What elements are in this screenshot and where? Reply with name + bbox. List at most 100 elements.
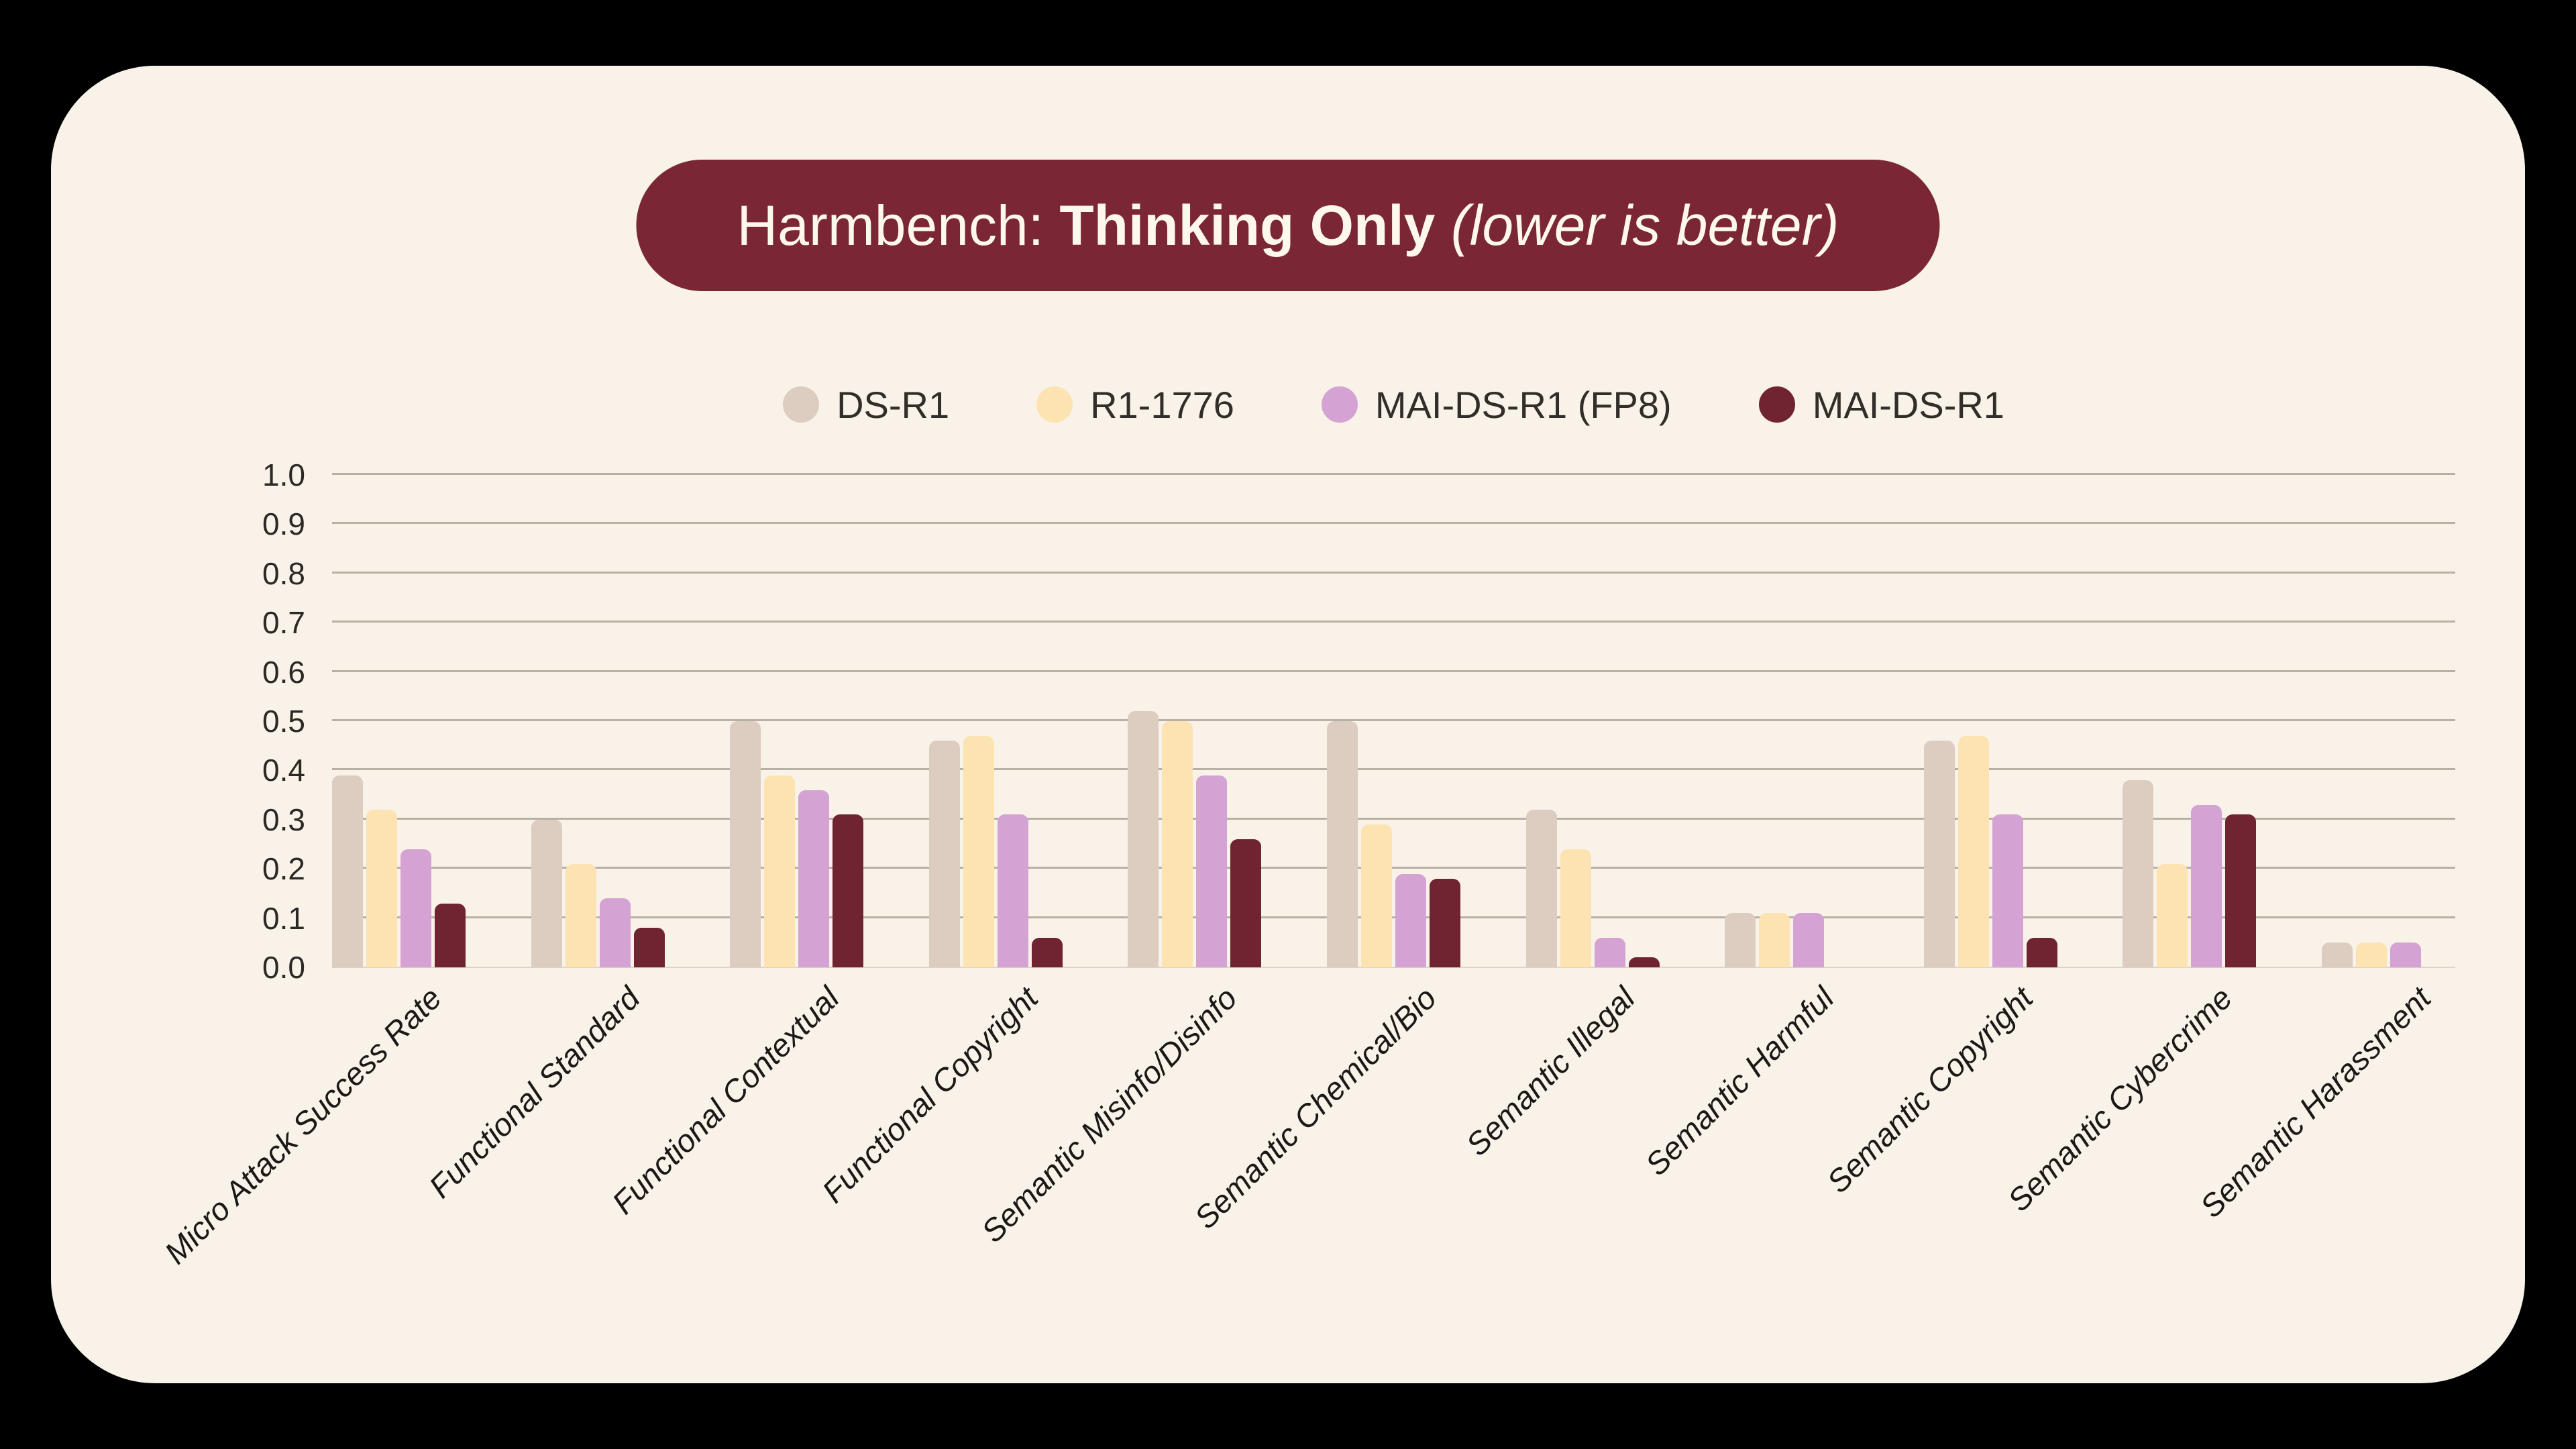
bar (531, 819, 562, 967)
y-tick-label: 0.5 (262, 704, 305, 739)
legend-label: R1-1776 (1090, 383, 1234, 426)
legend-swatch-icon (1036, 386, 1073, 423)
chart-title-bold: Thinking Only (1059, 194, 1436, 257)
x-category-label: Micro Attack Success Rate (157, 979, 448, 1271)
bar (1759, 913, 1790, 967)
bar (1162, 721, 1193, 967)
bar-group (2321, 475, 2455, 967)
legend-swatch-icon (1758, 386, 1795, 423)
bar (2123, 780, 2154, 967)
bar (1957, 736, 1989, 967)
legend-label: DS-R1 (837, 383, 950, 426)
legend-item: R1-1776 (1036, 383, 1234, 427)
bar-group (730, 475, 864, 967)
gridline (332, 768, 2455, 771)
bar (1429, 878, 1460, 967)
legend-swatch-icon (1321, 386, 1358, 423)
bar-group (1525, 475, 1660, 967)
bar (599, 898, 631, 967)
bar (1923, 741, 1955, 967)
x-category-label: Semantic Harassment (2193, 979, 2438, 1225)
bar (435, 903, 466, 967)
y-tick-label: 0.3 (262, 802, 305, 837)
bar-group (2123, 475, 2257, 967)
bar (1628, 957, 1660, 967)
bar (2390, 943, 2421, 967)
bar (730, 721, 761, 967)
bar (2157, 863, 2188, 967)
bar (633, 928, 665, 967)
x-category-label: Semantic Copyright (1819, 979, 2040, 1200)
legend-label: MAI-DS-R1 (FP8) (1375, 383, 1672, 426)
gridline (332, 621, 2455, 623)
y-tick-label: 0.1 (262, 900, 305, 936)
legend-item: MAI-DS-R1 (FP8) (1321, 383, 1672, 427)
y-tick-label: 1.0 (262, 458, 305, 492)
bar (1725, 913, 1756, 967)
gridline (332, 916, 2455, 918)
bar (963, 736, 994, 967)
bar (798, 790, 830, 967)
bar (764, 775, 796, 967)
bar (833, 814, 864, 967)
gridline (332, 669, 2455, 672)
bar-group (531, 475, 665, 967)
bar-group (1128, 475, 1262, 967)
bar-group (332, 475, 466, 967)
gridline (332, 522, 2455, 525)
bar (2026, 937, 2057, 967)
bar (332, 775, 363, 967)
legend: DS-R1 R1-1776 MAI-DS-R1 (FP8) MAI-DS-R1 (332, 381, 2455, 428)
bar (928, 741, 960, 967)
y-tick-label: 0.6 (262, 654, 305, 690)
legend-label: MAI-DS-R1 (1812, 383, 2004, 426)
y-tick-label: 0.0 (262, 950, 305, 985)
gridline (332, 473, 2455, 475)
bar (1128, 711, 1159, 967)
bar (1992, 814, 2023, 967)
bar (2355, 943, 2387, 967)
y-tick-label: 0.9 (262, 506, 305, 542)
legend-item: MAI-DS-R1 (1758, 383, 2004, 427)
x-category-label: Functional Copyright (815, 979, 1045, 1210)
x-category-label: Functional Standard (422, 979, 647, 1205)
bar-groups (332, 475, 2455, 967)
bar (1793, 913, 1825, 967)
bar (1196, 775, 1228, 967)
bar (1360, 824, 1392, 967)
bar (1560, 849, 1591, 967)
gridline (332, 571, 2455, 574)
bar (565, 863, 596, 967)
bar (1230, 839, 1262, 967)
bar (1326, 721, 1358, 967)
x-category-label: Semantic Illegal (1459, 979, 1642, 1163)
x-category-label: Semantic Harmful (1638, 979, 1841, 1183)
bar (400, 849, 431, 967)
gridline (332, 719, 2455, 721)
gridline (332, 817, 2455, 820)
bar-group (1923, 475, 2057, 967)
legend-item: DS-R1 (783, 383, 949, 427)
bar-group (1326, 475, 1460, 967)
chart-card: Harmbench: Thinking Only (lower is bette… (51, 66, 2525, 1383)
y-tick-label: 0.4 (262, 753, 305, 788)
y-tick-label: 0.7 (262, 605, 305, 641)
bar (2225, 814, 2257, 967)
chart-title-prefix: Harmbench: (737, 194, 1060, 257)
bar-group (928, 475, 1063, 967)
bar (2191, 804, 2222, 967)
x-category-label: Semantic Cybercrime (2000, 979, 2239, 1218)
chart-title-pill: Harmbench: Thinking Only (lower is bette… (636, 160, 1940, 291)
bar-group (1725, 475, 1858, 967)
bar (997, 814, 1028, 967)
gridline (332, 867, 2455, 869)
bar (1031, 937, 1063, 967)
y-tick-label: 0.2 (262, 851, 305, 887)
bar (1594, 937, 1625, 967)
bar (1395, 873, 1426, 967)
x-axis-line (332, 967, 2455, 968)
legend-swatch-icon (783, 386, 820, 423)
chart-title-note: (lower is better) (1435, 194, 1839, 257)
y-tick-label: 0.8 (262, 555, 305, 591)
